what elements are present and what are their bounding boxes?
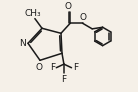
Text: CH₃: CH₃: [25, 9, 42, 18]
Text: F: F: [50, 63, 55, 72]
Text: F: F: [73, 63, 78, 72]
Text: F: F: [61, 75, 67, 84]
Text: O: O: [79, 13, 86, 22]
Text: N: N: [19, 39, 26, 48]
Text: O: O: [64, 2, 71, 11]
Text: O: O: [35, 63, 43, 72]
